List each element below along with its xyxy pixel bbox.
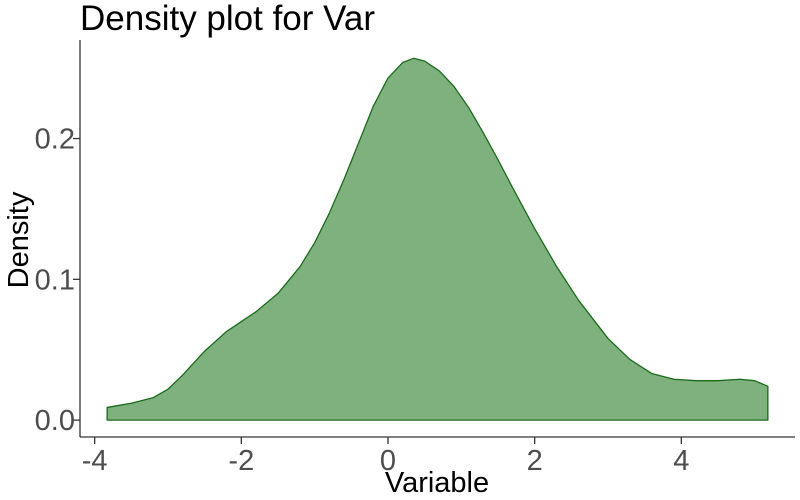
x-tick-label: 0	[380, 445, 396, 477]
y-tick-label: 0.1	[35, 264, 75, 296]
x-tick-label: 4	[673, 445, 689, 477]
y-axis-label: Density	[3, 191, 35, 288]
x-tick-label: -2	[228, 445, 254, 477]
x-axis-ticks: -4 -2 0 2 4	[82, 437, 689, 477]
x-axis-label: Variable	[385, 467, 489, 499]
chart-title: Density plot for Var	[80, 0, 375, 38]
y-axis-ticks: 0.0 0.1 0.2	[35, 124, 80, 437]
y-tick-label: 0.2	[35, 124, 75, 156]
density-area-0	[106, 57, 769, 421]
x-tick-label: -4	[82, 445, 108, 477]
y-tick-label: 0.0	[35, 405, 75, 437]
plot-area	[106, 57, 769, 421]
x-tick-label: 2	[527, 445, 543, 477]
